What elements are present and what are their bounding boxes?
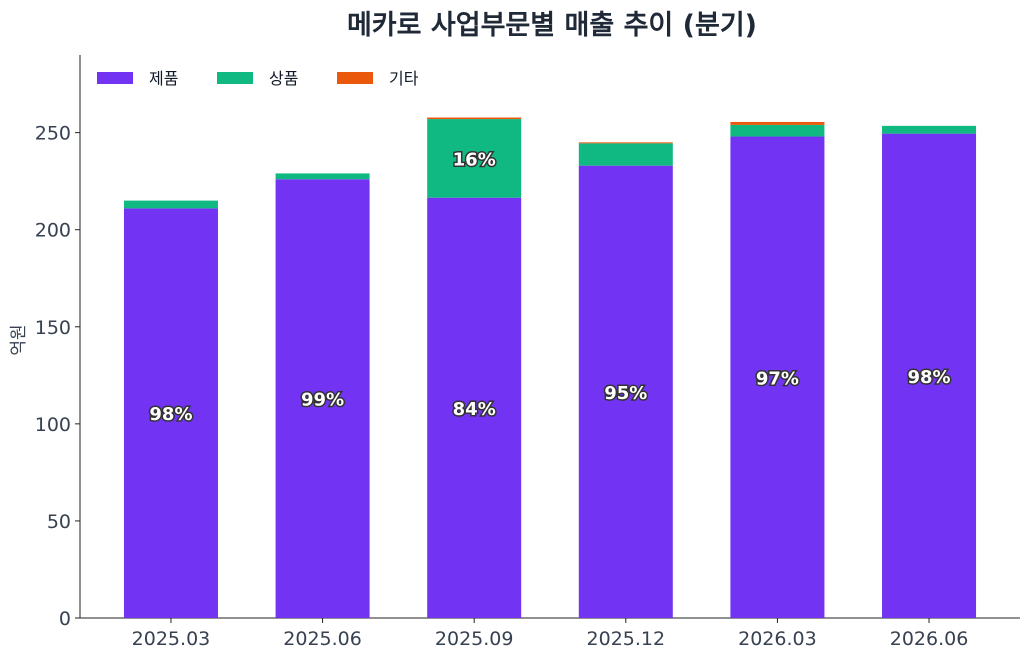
legend-label-상품: 상품	[269, 69, 298, 88]
y-tick-label: 150	[35, 317, 71, 339]
plot-area: 0 50 100 150 200 250 2025.03 2025.06 2025.09 2025…	[35, 55, 1020, 650]
x-tick-label: 2026.03	[738, 628, 817, 650]
bar-2025.09-제품	[427, 197, 522, 618]
y-tick-label: 200	[35, 220, 71, 242]
data-label: 98%	[149, 404, 192, 425]
bar-2025.09-상품	[427, 119, 522, 198]
x-tick-label: 2025.06	[283, 628, 362, 650]
x-tick-label: 2025.12	[587, 628, 666, 650]
y-tick-label: 100	[35, 414, 71, 436]
legend-swatch-상품	[217, 72, 253, 84]
bar-2026.03-기타	[730, 121, 825, 125]
legend-label-기타: 기타	[389, 69, 419, 88]
x-tick-label: 2025.09	[435, 628, 514, 650]
x-tick-label: 2026.06	[890, 628, 969, 650]
bar-2025.03-상품	[123, 200, 218, 209]
data-label: 97%	[756, 368, 799, 389]
y-tick-label: 0	[59, 608, 71, 630]
data-label: 99%	[301, 390, 344, 411]
bar-2025.12-상품	[578, 143, 673, 166]
bar-2026.03-제품	[730, 136, 825, 618]
bar-2026.06-제품	[882, 133, 977, 618]
y-axis-label: 억원	[9, 324, 29, 355]
legend-label-제품: 제품	[149, 69, 178, 88]
data-label: 95%	[604, 383, 647, 404]
y-tick-label: 250	[35, 123, 71, 145]
bar-2025.06-상품	[275, 173, 370, 180]
data-label: 84%	[453, 399, 496, 420]
bar-2026.06-상품	[882, 125, 977, 134]
data-label: 98%	[907, 367, 950, 388]
bar-2026.03-상품	[730, 124, 825, 137]
data-label: 16%	[453, 149, 496, 170]
legend-swatch-기타	[337, 72, 373, 84]
chart-title: 메카로 사업부문별 매출 추이 (분기)	[347, 10, 757, 41]
bar-2025.09-기타	[427, 117, 522, 120]
bar-2025.12-기타	[578, 142, 673, 144]
legend: 제품 상품 기타	[97, 69, 419, 88]
bar-2025.06-제품	[275, 179, 370, 618]
x-tick-label: 2025.03	[132, 628, 211, 650]
bar-2025.03-제품	[123, 208, 218, 619]
legend-swatch-제품	[97, 72, 133, 84]
y-tick-label: 50	[47, 511, 71, 533]
bar-2025.12-제품	[578, 165, 673, 618]
